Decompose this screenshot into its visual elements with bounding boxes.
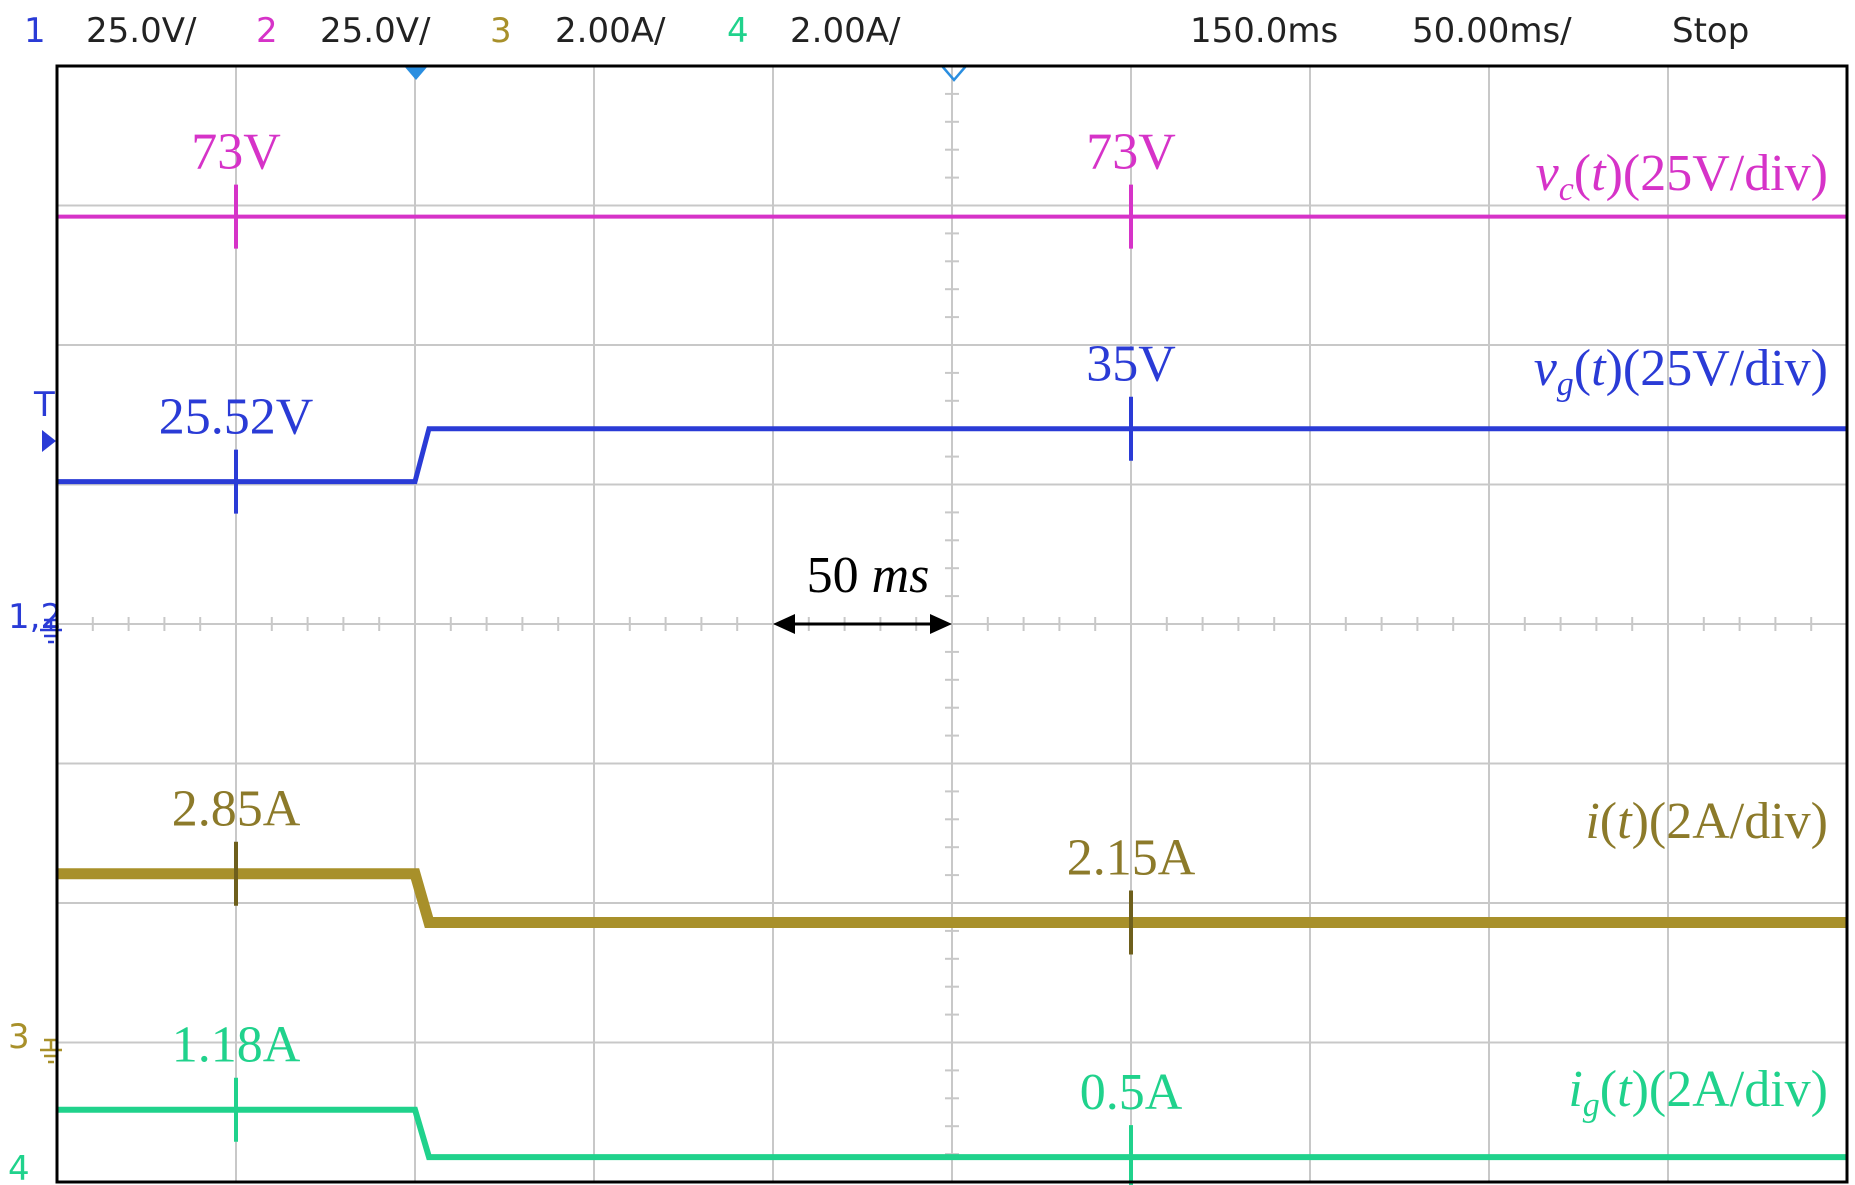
timebase: 50.00ms/ (1412, 11, 1572, 51)
annotation-vg-before: 25.52V (159, 389, 314, 446)
annotation-i-before: 2.85A (172, 781, 301, 838)
ch12-ground-icon (40, 618, 62, 644)
ch4-ground-label: 4 (8, 1149, 30, 1185)
series-labels: vc(t)(25V/div) vg(t)(25V/div) i(t)(2A/di… (1534, 145, 1828, 1124)
ch3-scale: 2.00A/ (555, 11, 666, 51)
annotation-ig-after: 0.5A (1080, 1064, 1183, 1121)
ch4-number: 4 (727, 11, 749, 51)
label-i: i(t)(2A/div) (1585, 793, 1828, 850)
measurement-ticks (234, 184, 1133, 1185)
annotation-vg-after: 35V (1086, 336, 1176, 393)
delay-marker (939, 64, 969, 82)
time-scale-annotation: 50 ms (773, 547, 952, 634)
ch1-scale: 25.0V/ (86, 11, 197, 51)
ch3-number: 3 (490, 11, 512, 51)
ch2-scale: 25.0V/ (320, 11, 431, 51)
header-bar: 1 25.0V/ 2 25.0V/ 3 2.00A/ 4 2.00A/ 150.… (24, 11, 1749, 51)
time-scale-label: 50 ms (807, 547, 930, 604)
label-ig: ig(t)(2A/div) (1568, 1061, 1828, 1124)
ch1-number: 1 (24, 11, 46, 51)
ch3-ground-label: 3 (8, 1017, 30, 1057)
time-scale-arrowhead-left (773, 614, 795, 634)
ch4-scale: 2.00A/ (790, 11, 901, 51)
trigger-position: 150.0ms (1190, 11, 1338, 51)
ch3-ground-icon (40, 1038, 62, 1064)
trigger-level-label: T (33, 385, 55, 425)
plot-frame (55, 64, 1849, 1184)
value-annotations: 73V 73V 25.52V 35V 2.85A 2.15A 1.18A 0.5… (159, 124, 1196, 1121)
label-vg: vg(t)(25V/div) (1534, 340, 1828, 403)
ch2-number: 2 (256, 11, 278, 51)
trigger-level-marker (42, 430, 56, 452)
acquisition-status: Stop (1672, 11, 1749, 51)
left-markers: T 1,2 3 4 (8, 385, 62, 1185)
annotation-i-after: 2.15A (1067, 830, 1196, 887)
annotation-vc-after: 73V (1086, 124, 1176, 181)
time-scale-arrowhead-right (930, 614, 952, 634)
trigger-point-marker (404, 66, 428, 80)
label-vc: vc(t)(25V/div) (1536, 145, 1828, 208)
annotation-vc-before: 73V (191, 124, 281, 181)
annotation-ig-before: 1.18A (172, 1017, 301, 1074)
